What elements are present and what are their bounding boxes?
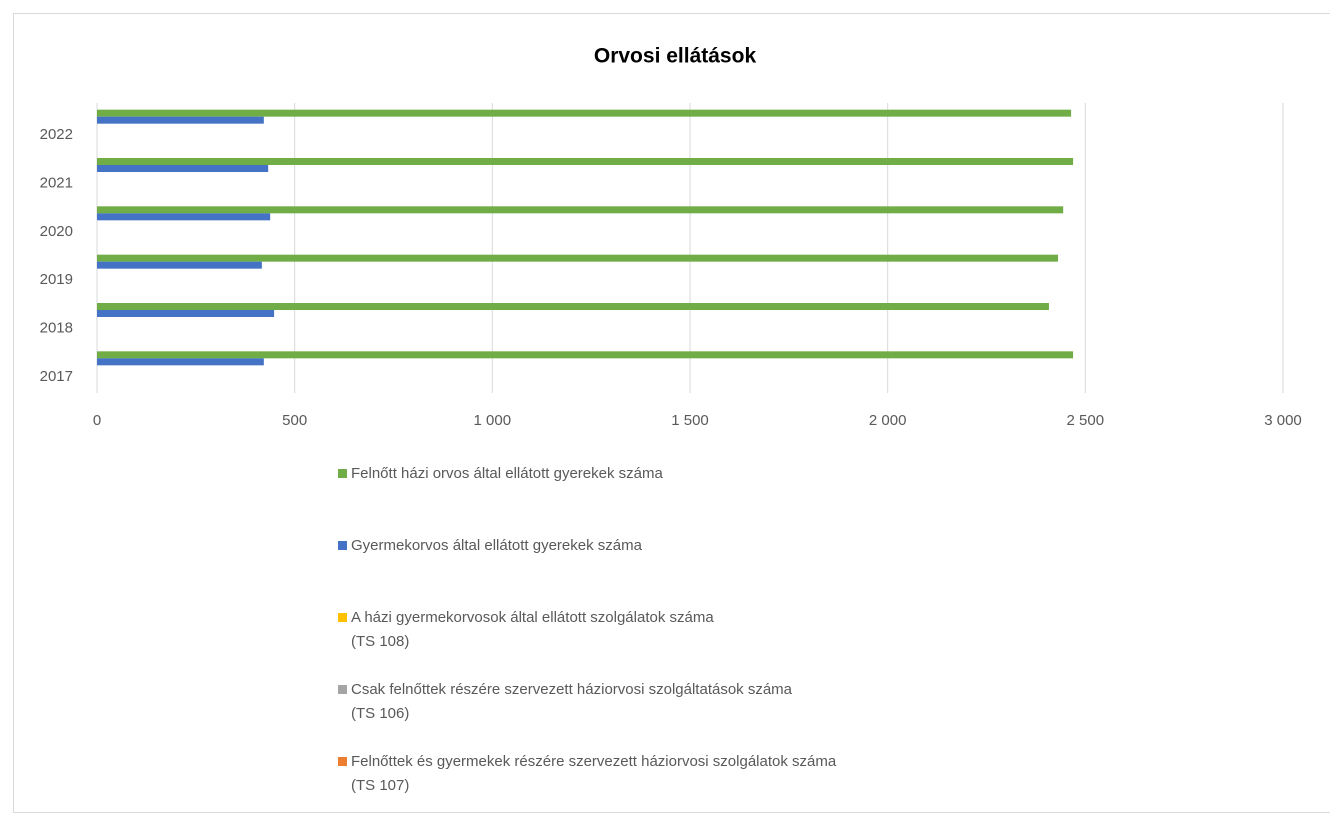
x-tick-label: 1 000 [474,412,512,429]
legend-item: Felnőttek és gyermekek részére szervezet… [338,750,836,822]
legend-label: Gyermekorvos által ellátott gyerekek szá… [351,537,642,554]
legend-item: Csak felnőttek részére szervezett házior… [338,678,836,750]
bar [97,254,1059,262]
bar [97,310,275,317]
bar [97,116,264,124]
x-tick-label: 0 [93,412,101,429]
y-tick-label: 2018 [40,319,73,336]
bar [97,358,264,366]
x-tick-label: 1 500 [671,412,709,429]
x-tick-label: 500 [282,412,307,429]
legend: Felnőtt házi orvos által ellátott gyerek… [338,462,836,822]
bar [97,261,262,269]
legend-swatch [338,613,347,622]
legend-item: A házi gyermekorvosok által ellátott szo… [338,606,836,678]
bar [97,213,271,221]
legend-swatch [338,685,347,694]
bar [97,109,1072,117]
bar [97,303,1049,310]
legend-label: Csak felnőttek részére szervezett házior… [351,681,793,722]
bar [97,206,1064,214]
bar [97,351,1074,359]
y-tick-label: 2019 [40,271,73,288]
legend-label: A házi gyermekorvosok által ellátott szo… [351,609,714,650]
chart-title: Orvosi ellátások [594,45,757,68]
legend-label: Felnőtt házi orvos által ellátott gyerek… [351,465,663,482]
x-tick-label: 2 000 [869,412,907,429]
legend-label: Felnőttek és gyermekek részére szervezet… [351,753,837,794]
legend-swatch [338,469,347,478]
legend-swatch [338,757,347,766]
legend-item: Gyermekorvos által ellátott gyerekek szá… [338,534,836,606]
y-tick-label: 2017 [40,368,73,385]
bar [97,158,1074,165]
bar [97,165,269,172]
legend-swatch [338,541,347,550]
chart: Orvosi ellátások 0 500 1 000 1 500 2 000 2 50… [40,45,1302,429]
y-tick-label: 2020 [40,223,73,240]
x-tick-label: 2 500 [1067,412,1105,429]
legend-item: Felnőtt házi orvos által ellátott gyerek… [338,462,836,534]
y-tick-label: 2022 [40,126,73,143]
x-tick-label: 3 000 [1264,412,1302,429]
y-tick-label: 2021 [40,174,73,191]
